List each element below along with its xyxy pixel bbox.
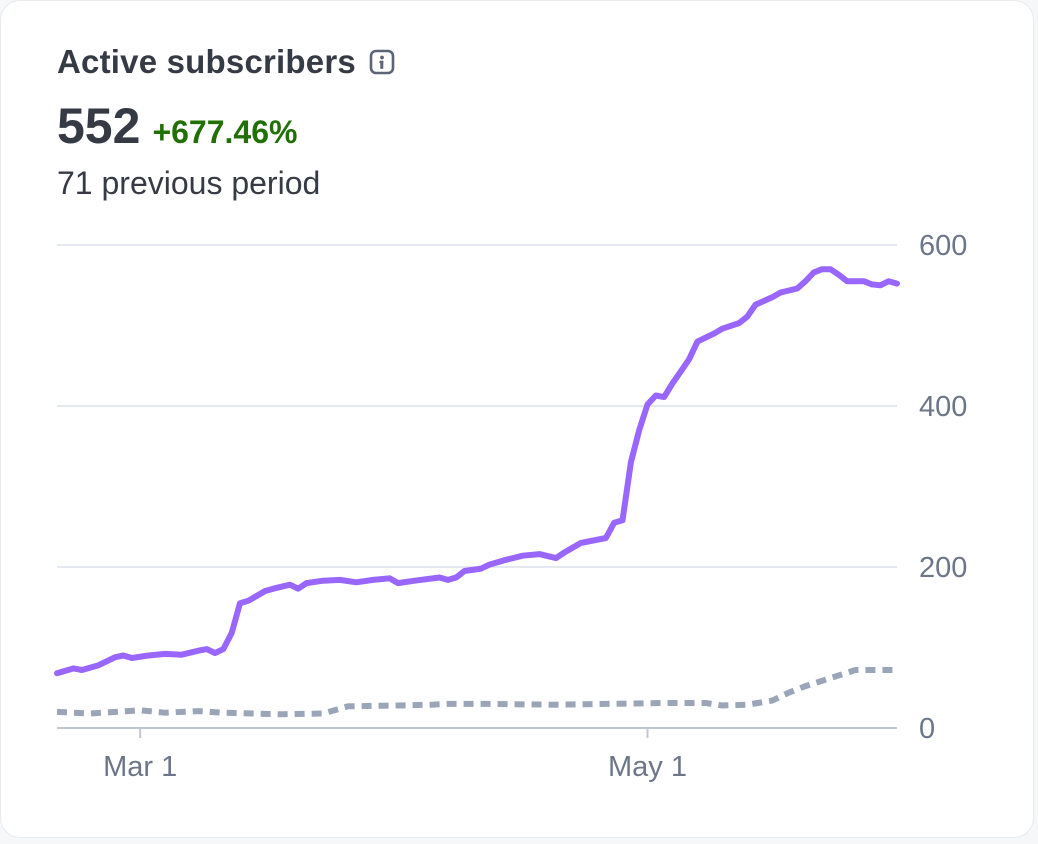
card-header: Active subscribers — [57, 43, 396, 81]
metric-value: 552 — [57, 98, 141, 154]
y-tick-label: 200 — [919, 552, 967, 584]
metric-value-row: 552 +677.46% — [57, 97, 297, 155]
y-tick-label: 0 — [919, 713, 935, 745]
y-tick-label: 400 — [919, 391, 967, 423]
previous-period-value: 71 previous period — [57, 165, 321, 201]
previous-period-line — [56, 667, 897, 718]
info-icon[interactable] — [368, 48, 396, 76]
current-period-line — [54, 266, 900, 677]
card-title: Active subscribers — [57, 43, 356, 80]
metric-delta: +677.46% — [152, 114, 298, 150]
x-axis — [57, 727, 897, 738]
current-period-series — [54, 266, 900, 677]
gridlines — [57, 244, 897, 568]
tick-labels: 0 200 400 600 Mar 1 May 1 — [103, 230, 967, 783]
y-tick-label: 600 — [919, 230, 967, 262]
x-tick-label: Mar 1 — [103, 751, 177, 783]
x-tick-label: May 1 — [608, 751, 687, 783]
previous-period-series — [56, 667, 897, 718]
